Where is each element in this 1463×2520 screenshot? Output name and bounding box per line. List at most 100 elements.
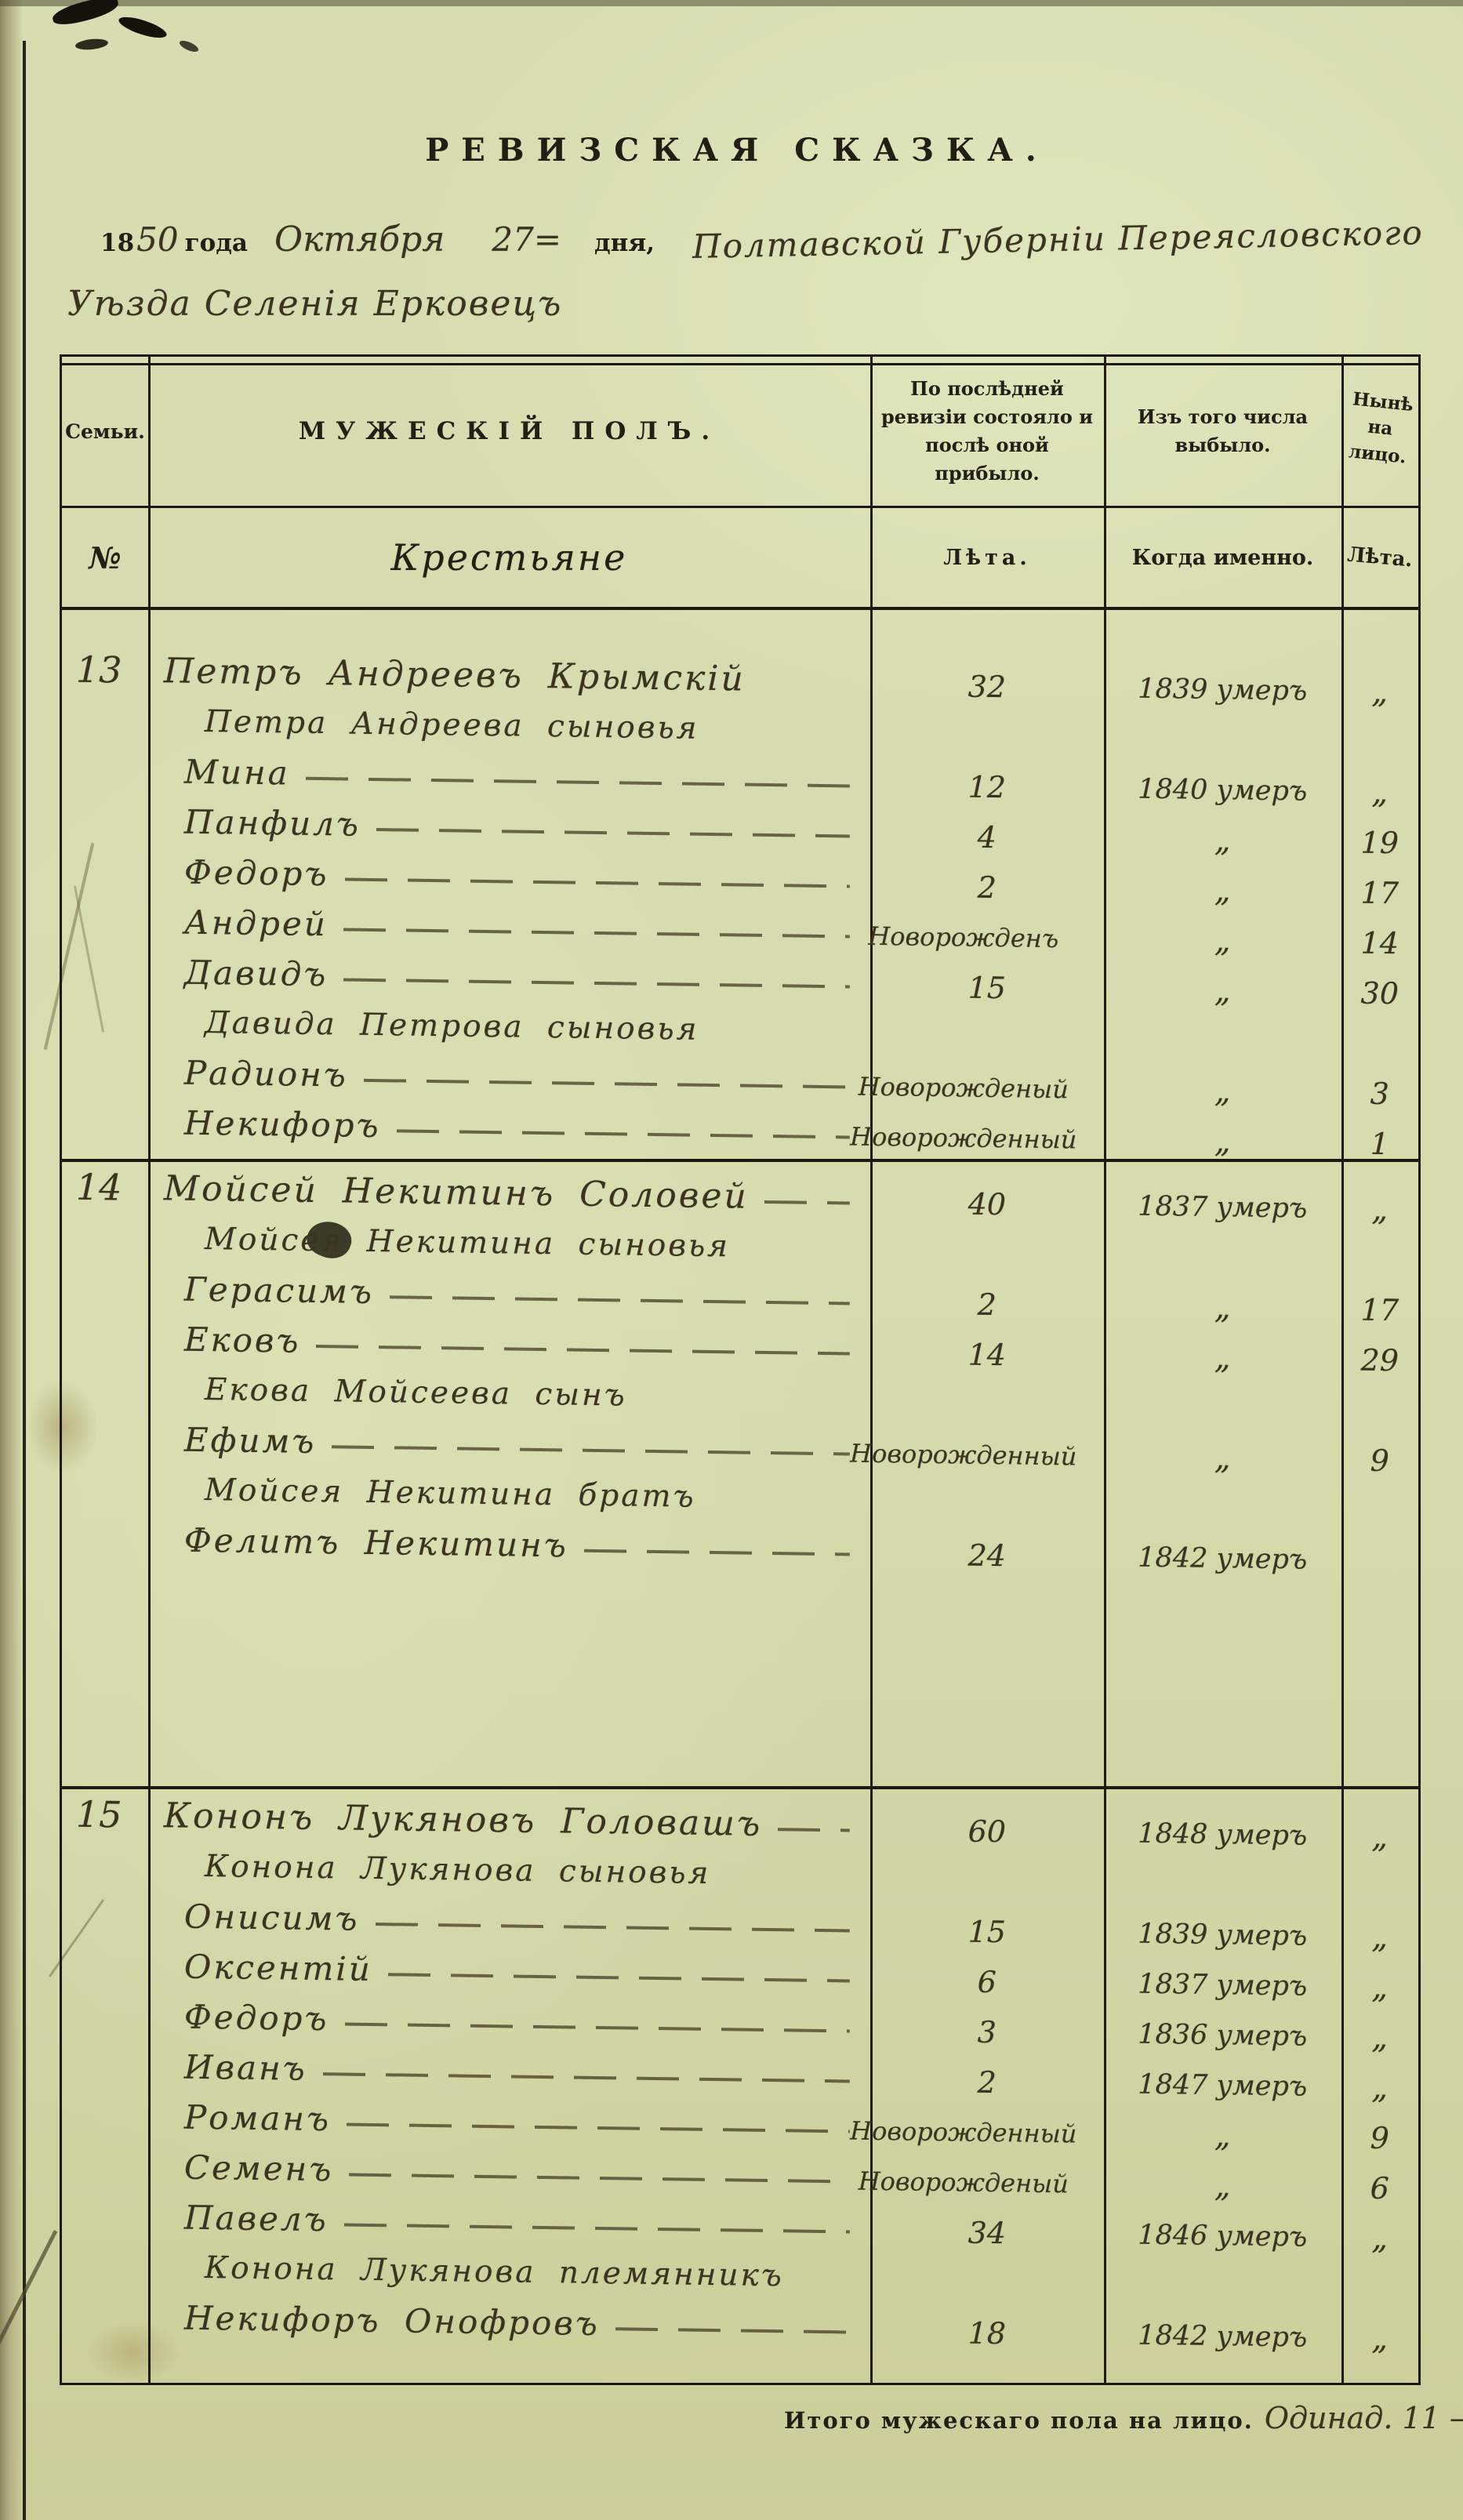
census-table: Семьи. МУЖЕСКІЙ ПОЛЪ. По послѣдней ревиз…	[60, 354, 1421, 2385]
header-male-sex: МУЖЕСКІЙ ПОЛЪ.	[298, 417, 721, 445]
cell-age	[870, 1253, 1104, 1256]
pen-dash-filler	[343, 2223, 850, 2234]
cell-present	[1341, 1886, 1418, 1887]
cell-present: 14	[1341, 925, 1418, 961]
value-age: Новорожденый	[858, 2166, 1069, 2199]
value-when: „	[1214, 2167, 1231, 2205]
cell-when: „	[1103, 921, 1341, 960]
cell-name: Некифоръ	[148, 1102, 871, 1151]
person-name: Мойсея Некитина сыновья	[204, 1221, 731, 1264]
value-when: 1839 умеръ	[1138, 1918, 1308, 1952]
pen-dash-filler	[305, 776, 850, 788]
cell-when: „	[1103, 971, 1341, 1011]
person-name: Радионъ	[183, 1053, 349, 1095]
family-number	[62, 769, 148, 771]
family-number	[62, 1387, 148, 1389]
header-when-exactly: Когда именно.	[1131, 545, 1314, 570]
pen-dash-filler	[778, 1828, 850, 1832]
family-number	[62, 1864, 148, 1865]
person-name: Панфилъ	[183, 802, 361, 844]
cell-present: 17	[1341, 875, 1418, 911]
cell-present	[1341, 1410, 1418, 1411]
cell-when	[1104, 739, 1341, 742]
cell-name: Екова Мойсеева сынъ	[148, 1371, 871, 1416]
cell-when: 1839 умеръ	[1104, 673, 1342, 707]
family-number	[62, 2315, 148, 2317]
person-name: Мойсея Некитина братъ	[204, 1472, 696, 1515]
family-number	[62, 1538, 148, 1539]
cell-present: „	[1341, 1969, 1418, 2006]
value-present: „	[1371, 2069, 1389, 2107]
person-name: Петръ Андреевъ Крымскій	[163, 650, 746, 699]
handwritten-year: 50	[136, 220, 179, 259]
cell-when: „	[1103, 821, 1341, 860]
cell-when	[1104, 1507, 1341, 1510]
cell-when	[1104, 1883, 1341, 1886]
family-number	[62, 2215, 148, 2217]
cell-name: Конона Лукянова племянникъ	[148, 2249, 871, 2294]
pen-dash-filler	[615, 2327, 850, 2334]
family-block: 13 Петръ Андреевъ Крымскій 32 1839 умеръ „ Пе…	[62, 645, 1418, 1161]
family-number	[62, 970, 148, 971]
cell-when: 1839 умеръ	[1104, 1918, 1342, 1952]
value-when: „	[1214, 1123, 1231, 1160]
value-when: 1836 умеръ	[1138, 2018, 1308, 2053]
cell-present	[1341, 1510, 1418, 1511]
person-name: Романъ	[183, 2097, 332, 2138]
person-name: Семенъ	[183, 2148, 334, 2188]
cell-name: Онисимъ	[148, 1896, 871, 1944]
value-present: „	[1371, 1969, 1389, 2006]
value-age: 40	[967, 1186, 1007, 1222]
person-name: Ековъ	[183, 1320, 301, 1360]
handwritten-province: Полтавской Губерніи Переясловского	[692, 213, 1425, 266]
person-name: Конона Лукянова сыновья	[204, 1848, 711, 1891]
cell-present: „	[1341, 1919, 1418, 1955]
value-when: „	[1214, 972, 1231, 1010]
family-number	[62, 1020, 148, 1022]
date-line: 18 50 года Октября 27= дня, Полтавской Г…	[100, 213, 1424, 266]
cell-present: 9	[1341, 2120, 1418, 2155]
value-when: 1847 умеръ	[1138, 2068, 1308, 2103]
pen-dash-filler	[363, 1078, 850, 1089]
family-number	[62, 1337, 148, 1338]
cell-age	[870, 1880, 1104, 1883]
cell-name: Кононъ Лукяновъ Головашъ	[148, 1795, 871, 1845]
cell-name: Конона Лукянова сыновья	[148, 1847, 871, 1893]
value-present: 29	[1360, 1342, 1399, 1378]
pen-dash-filler	[343, 928, 850, 939]
value-age: 4	[977, 819, 997, 855]
person-name: Некифоръ	[183, 1103, 381, 1145]
cell-age: 34	[870, 2214, 1105, 2252]
cell-present: „	[1341, 1191, 1418, 1228]
cell-present	[1341, 1043, 1418, 1044]
header-leta-1: Лѣта.	[943, 545, 1031, 570]
cell-when: „	[1103, 2166, 1341, 2206]
family-number	[62, 2064, 148, 2066]
value-present: 19	[1360, 825, 1399, 861]
cell-age	[870, 1504, 1104, 1507]
cell-when: „	[1103, 1288, 1341, 1327]
cell-age: Новорожденный	[850, 1438, 1105, 1472]
cell-age: Новорожденый	[858, 2166, 1105, 2199]
family-number	[62, 819, 148, 821]
cell-when: 1847 умеръ	[1104, 2068, 1342, 2103]
cell-present: 1	[1341, 1126, 1418, 1161]
value-age: 18	[967, 2315, 1007, 2351]
page-top-edge-shadow	[0, 0, 1463, 6]
cell-age: 12	[870, 768, 1105, 806]
cell-present	[1341, 1560, 1418, 1561]
person-name: Мина	[183, 752, 291, 792]
binding-line	[23, 41, 26, 2520]
value-when: „	[1214, 822, 1231, 859]
corner-ink-mark	[178, 38, 200, 54]
family-number	[62, 2014, 148, 2016]
column-rule	[148, 357, 151, 2383]
cell-age: Новорожденъ	[868, 921, 1105, 954]
family-number	[62, 719, 148, 721]
cell-when: „	[1103, 1072, 1341, 1111]
cell-name: Герасимъ	[148, 1269, 871, 1317]
person-name: Герасимъ	[183, 1269, 375, 1311]
family-number	[62, 1287, 148, 1288]
pen-dash-filler	[375, 1923, 850, 1933]
value-when: 1846 умеръ	[1138, 2219, 1308, 2253]
